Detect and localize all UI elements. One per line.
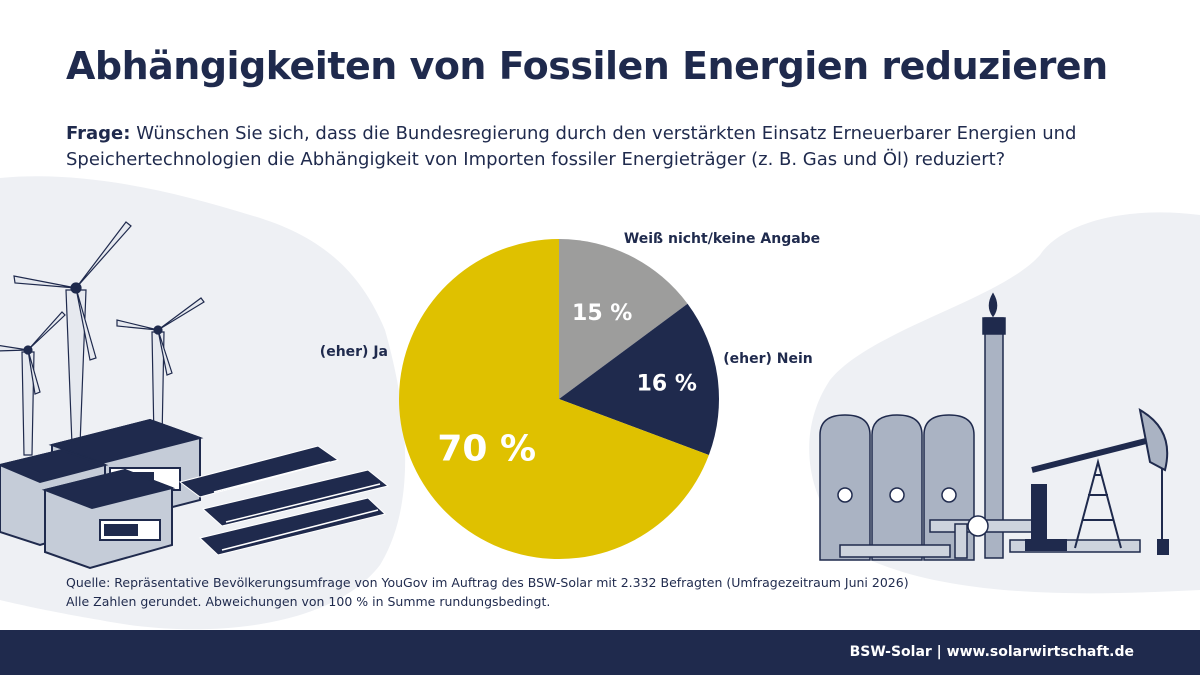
question-text: Wünschen Sie sich, dass die Bundesregier… <box>66 123 1077 170</box>
footer-text: BSW-Solar | www.solarwirtschaft.de <box>849 644 1134 660</box>
slice-no <box>559 303 719 456</box>
left-background-blob <box>0 176 406 630</box>
label-no: (eher) Nein <box>723 351 813 367</box>
footer-bar: BSW-Solar | www.solarwirtschaft.de <box>0 630 1200 675</box>
source-line-2: Alle Zahlen gerundet. Abweichungen von 1… <box>66 594 551 609</box>
wind-turbine-icon <box>0 311 66 456</box>
storage-tank-icon <box>819 414 975 561</box>
slice-dont-know <box>559 239 688 399</box>
chimney-flame-icon <box>982 292 1006 559</box>
pct-no: 16 % <box>637 371 697 396</box>
oil-pump-icon <box>1025 408 1169 555</box>
pct-yes: 70 % <box>437 429 536 470</box>
solar-panel-icon <box>178 445 390 556</box>
label-dont-know: Weiß nicht/keine Angabe <box>624 231 820 247</box>
slice-yes <box>398 239 709 560</box>
source-line-1: Quelle: Repräsentative Bevölkerungsumfra… <box>66 575 909 590</box>
question-label: Frage: <box>66 123 131 144</box>
label-yes: (eher) Ja <box>320 344 388 360</box>
pie-chart: 15 % Weiß nicht/keine Angabe 16 % (eher) Ne… <box>320 231 820 560</box>
page-title: Abhängigkeiten von Fossilen Energien red… <box>66 44 1108 88</box>
survey-question: Frage: Wünschen Sie sich, dass die Bunde… <box>66 121 1146 173</box>
wind-turbine-icon <box>116 297 205 441</box>
battery-storage-icon <box>0 418 204 570</box>
source-note: Quelle: Repräsentative Bevölkerungsumfra… <box>66 573 909 611</box>
pct-dont-know: 15 % <box>572 301 632 326</box>
